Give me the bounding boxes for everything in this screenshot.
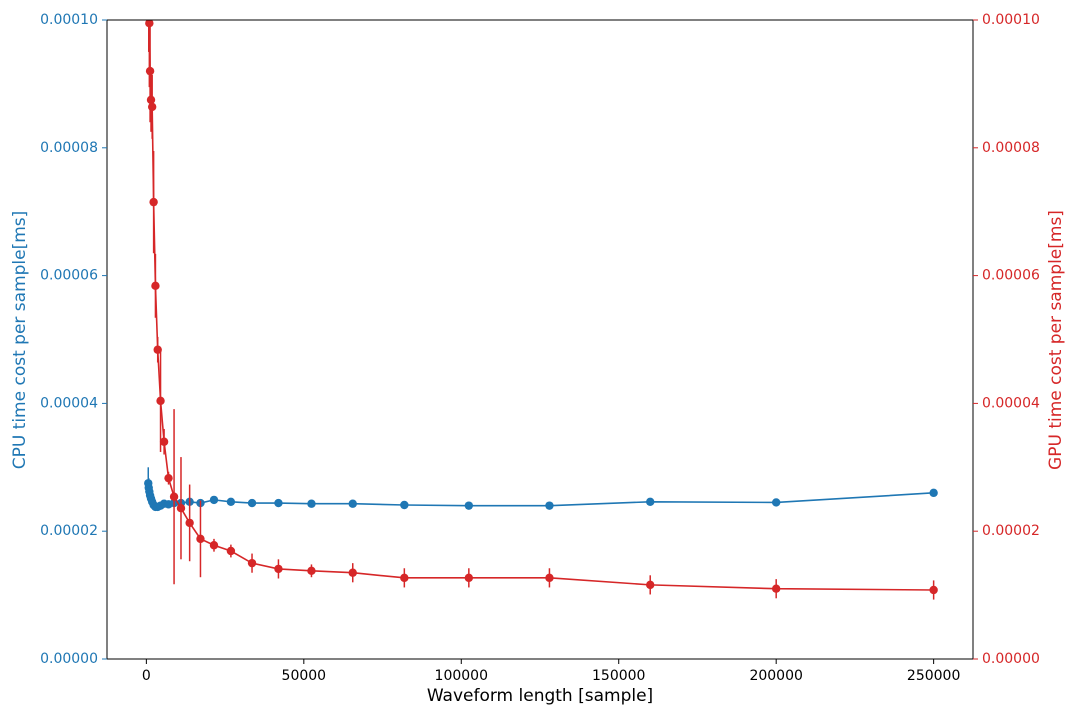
plot-area xyxy=(144,20,938,600)
y2-tick-label: 0.00008 xyxy=(982,140,1040,156)
data-point xyxy=(274,564,283,574)
data-point xyxy=(156,396,165,406)
y2-tick-label: 0.00010 xyxy=(982,12,1040,28)
y2-axis-label: GPU time cost per sample[ms] xyxy=(1046,210,1066,470)
data-point xyxy=(209,495,219,505)
data-point xyxy=(247,558,257,568)
data-point xyxy=(147,102,157,112)
data-point xyxy=(307,499,316,508)
data-point xyxy=(929,488,938,498)
data-point xyxy=(929,585,938,595)
data-point xyxy=(226,546,236,556)
data-point xyxy=(176,503,186,513)
x-axis-label: Waveform length [sample] xyxy=(427,686,653,706)
data-point xyxy=(226,497,236,507)
x-tick-label: 100000 xyxy=(435,668,488,684)
x-tick-label: 0 xyxy=(142,668,151,684)
y-tick-label: 0.00008 xyxy=(40,140,98,156)
y-tick-label: 0.00004 xyxy=(40,395,98,411)
y-tick-label: 0.00002 xyxy=(40,523,98,539)
y-tick-label: 0.00006 xyxy=(40,268,98,284)
data-point xyxy=(159,437,169,446)
x-tick-label: 200000 xyxy=(749,668,802,684)
data-point xyxy=(464,573,474,583)
data-point xyxy=(771,498,781,507)
data-point xyxy=(185,518,194,528)
data-point xyxy=(145,66,155,76)
data-point xyxy=(348,568,357,577)
data-point xyxy=(307,566,316,576)
data-point xyxy=(151,281,160,291)
x-tick-label: 250000 xyxy=(907,668,960,684)
data-point xyxy=(274,498,283,508)
data-point xyxy=(164,473,173,483)
data-point xyxy=(646,580,655,590)
data-point xyxy=(348,499,357,508)
y-tick-label: 0.00010 xyxy=(40,12,98,28)
data-point xyxy=(771,584,781,593)
y2-tick-label: 0.00006 xyxy=(982,268,1040,284)
x-tick-label: 50000 xyxy=(282,668,327,684)
data-point xyxy=(545,501,554,510)
data-point xyxy=(400,500,409,510)
data-point xyxy=(400,573,409,583)
data-point xyxy=(196,534,205,544)
data-point xyxy=(169,492,179,501)
data-point xyxy=(545,573,554,583)
data-point xyxy=(247,498,257,508)
y2-tick-label: 0.00000 xyxy=(982,651,1040,667)
data-point xyxy=(149,197,158,207)
x-tick-label: 150000 xyxy=(592,668,645,684)
data-point xyxy=(209,541,219,550)
y-tick-label: 0.00000 xyxy=(40,651,98,667)
y-axis-label: CPU time cost per sample[ms] xyxy=(10,211,30,470)
data-point xyxy=(646,497,655,507)
y2-tick-label: 0.00002 xyxy=(982,523,1040,539)
y2-tick-label: 0.00004 xyxy=(982,395,1040,411)
data-point xyxy=(464,501,474,510)
data-point xyxy=(146,95,156,105)
